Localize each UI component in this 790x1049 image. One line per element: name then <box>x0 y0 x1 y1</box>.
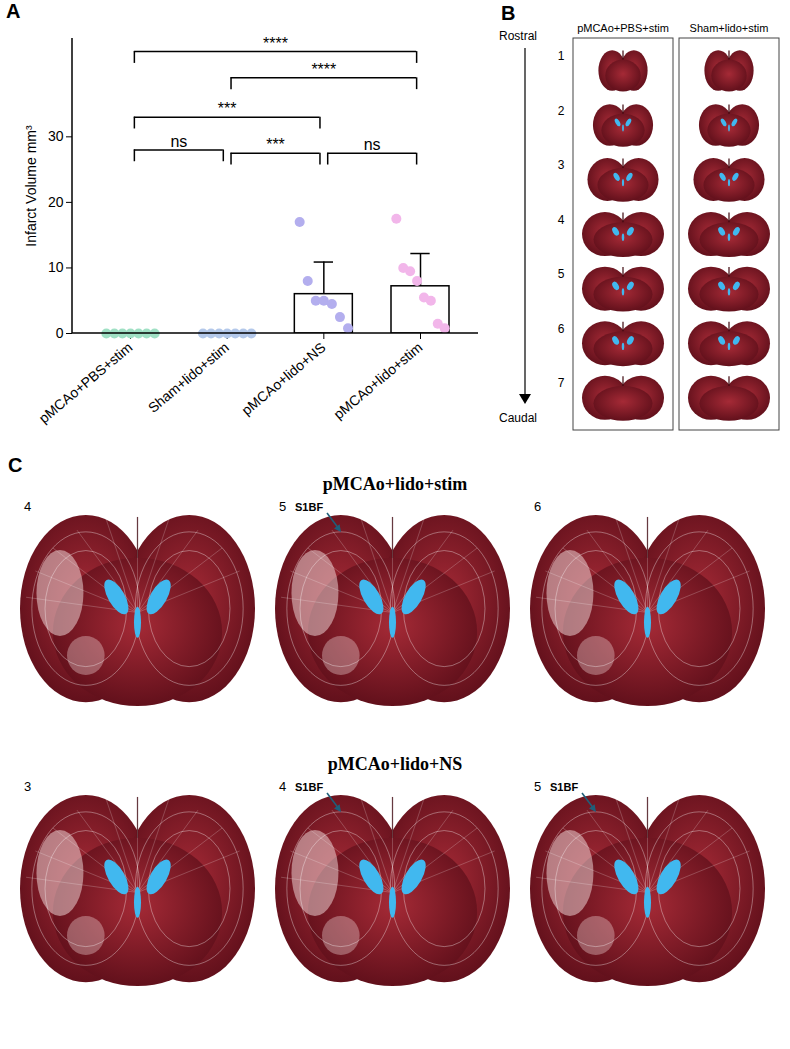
svg-text:pMCAo+lido+NS: pMCAo+lido+NS <box>328 754 463 774</box>
svg-text:4: 4 <box>24 499 31 514</box>
svg-text:4: 4 <box>279 779 286 794</box>
svg-text:20: 20 <box>48 194 64 210</box>
svg-text:****: **** <box>263 35 288 52</box>
svg-text:S1BF: S1BF <box>295 781 323 793</box>
svg-text:S1BF: S1BF <box>550 781 578 793</box>
svg-text:pMCAo+PBS+stim: pMCAo+PBS+stim <box>577 22 669 34</box>
svg-text:Caudal: Caudal <box>499 411 537 425</box>
html-text:A: A <box>6 0 21 22</box>
svg-text:7: 7 <box>558 376 565 390</box>
svg-text:pMCAo+lido+stim: pMCAo+lido+stim <box>330 339 425 422</box>
svg-text:ns: ns <box>170 133 187 150</box>
svg-text:6: 6 <box>534 499 541 514</box>
svg-text:3: 3 <box>558 158 565 172</box>
svg-text:pMCAo+lido+stim: pMCAo+lido+stim <box>323 474 468 494</box>
svg-text:2: 2 <box>558 104 565 118</box>
svg-text:0: 0 <box>56 325 64 341</box>
svg-text:Infarct Volume mm³: Infarct Volume mm³ <box>23 125 39 247</box>
svg-text:Sham+lido+stim: Sham+lido+stim <box>690 22 769 34</box>
svg-text:10: 10 <box>48 259 64 275</box>
svg-text:pMCAo+PBS+stim: pMCAo+PBS+stim <box>36 339 136 426</box>
svg-text:S1BF: S1BF <box>295 501 323 513</box>
svg-text:5: 5 <box>558 267 565 281</box>
svg-text:6: 6 <box>558 322 565 336</box>
svg-text:pMCAo+lido+NS: pMCAo+lido+NS <box>238 339 328 418</box>
svg-text:Rostral: Rostral <box>499 29 537 43</box>
svg-text:30: 30 <box>48 128 64 144</box>
svg-text:C: C <box>8 454 22 476</box>
svg-text:****: **** <box>311 61 336 78</box>
svg-text:1: 1 <box>558 49 565 63</box>
svg-text:***: *** <box>266 136 285 153</box>
svg-text:Sham+lido+stim: Sham+lido+stim <box>145 339 232 416</box>
svg-text:5: 5 <box>279 499 286 514</box>
svg-text:4: 4 <box>558 213 565 227</box>
svg-text:5: 5 <box>534 779 541 794</box>
svg-text:ns: ns <box>364 136 381 153</box>
svg-text:B: B <box>501 2 515 24</box>
svg-text:3: 3 <box>24 779 31 794</box>
svg-text:***: *** <box>218 100 237 117</box>
